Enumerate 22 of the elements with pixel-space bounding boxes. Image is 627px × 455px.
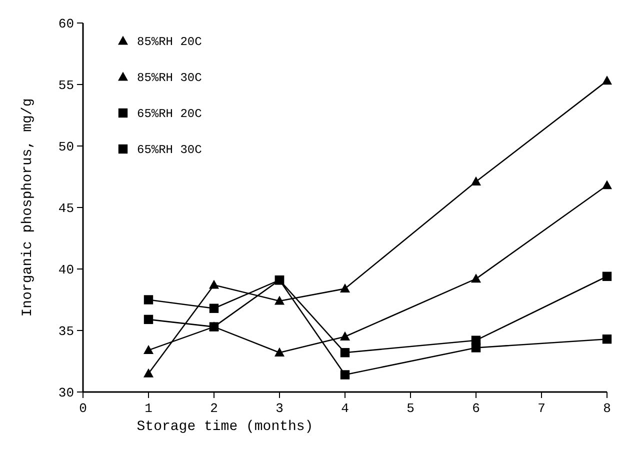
x-tick-label: 8	[603, 401, 611, 416]
y-tick-label: 50	[58, 140, 74, 155]
y-tick-label: 35	[58, 324, 74, 340]
y-tick-label: 45	[58, 201, 74, 216]
x-tick-label: 3	[276, 401, 284, 416]
x-tick-label: 5	[406, 401, 414, 416]
legend-label: 65%RH 30C	[137, 143, 202, 158]
x-tick-label: 1	[144, 401, 153, 416]
x-tick-label: 2	[210, 401, 218, 416]
x-axis-title: Storage time (months)	[136, 419, 314, 435]
y-tick-label: 40	[58, 262, 74, 278]
y-tick-label: 60	[58, 16, 74, 32]
y-tick-label: 30	[58, 386, 74, 401]
x-tick-label: 0	[79, 401, 87, 416]
y-tick-label: 55	[58, 78, 74, 94]
legend-label: 85%RH 20C	[137, 35, 202, 50]
x-tick-label: 6	[472, 401, 480, 416]
legend-label: 85%RH 30C	[137, 71, 202, 86]
legend-label: 65%RH 20C	[137, 107, 202, 122]
x-tick-label: 7	[538, 401, 546, 416]
x-tick-label: 4	[341, 401, 350, 416]
y-axis-title: Inorganic phosphorus, mg/g	[20, 98, 36, 317]
